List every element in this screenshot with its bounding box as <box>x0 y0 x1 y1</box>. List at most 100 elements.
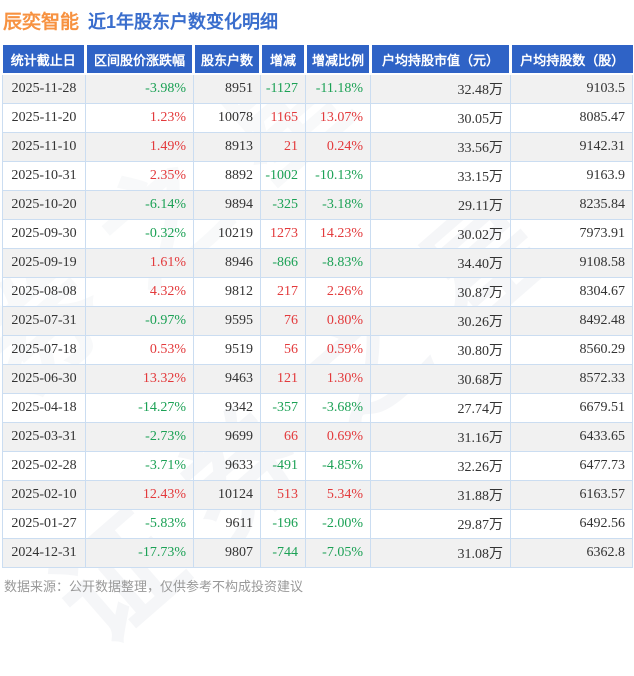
table-cell: 0.59% <box>305 335 371 365</box>
table-cell: -3.68% <box>305 393 371 423</box>
table-cell: 30.05万 <box>370 103 511 133</box>
table-cell: 2.26% <box>305 277 371 307</box>
table-cell: -1002 <box>260 161 306 191</box>
table-header-row: 统计截止日 区间股价涨跌幅 股东户数 增减 增减比例 户均持股市值（元） 户均持… <box>2 45 633 75</box>
table-cell: 30.80万 <box>370 335 511 365</box>
table-cell: 2025-09-19 <box>2 248 86 278</box>
table-row: 2025-08-08 4.32% 9812 217 2.26% 30.87万 8304.67 <box>2 277 633 307</box>
table-cell: 2025-07-18 <box>2 335 86 365</box>
table-cell: 32.48万 <box>370 73 511 104</box>
table-cell: 8892 <box>193 161 261 191</box>
page-title: 辰奕智能 近1年股东户数变化明细 <box>0 0 634 34</box>
table-cell: -744 <box>260 538 306 568</box>
table-cell: 2025-04-18 <box>2 393 86 423</box>
table-cell: -11.18% <box>305 73 371 104</box>
table-cell: 9699 <box>193 422 261 452</box>
table-cell: 8572.33 <box>510 364 633 394</box>
table-cell: 4.32% <box>85 277 194 307</box>
table-cell: -7.05% <box>305 538 371 568</box>
table-cell: 29.87万 <box>370 509 511 539</box>
header-cell-delta: 增减 <box>259 45 306 75</box>
table-cell: 6679.51 <box>510 393 633 423</box>
brand-name: 辰奕智能 <box>3 12 80 33</box>
table-row: 2025-02-10 12.43% 10124 513 5.34% 31.88万 6163.… <box>2 480 633 510</box>
table-cell: 9519 <box>193 335 261 365</box>
table-row: 2025-07-18 0.53% 9519 56 0.59% 30.80万 8560.29 <box>2 335 633 365</box>
table-row: 2025-11-10 1.49% 8913 21 0.24% 33.56万 9142.31 <box>2 132 633 162</box>
table-cell: 2.35% <box>85 161 194 191</box>
table-cell: 10124 <box>193 480 261 510</box>
table-cell: 32.26万 <box>370 451 511 481</box>
table-cell: 9611 <box>193 509 261 539</box>
table-cell: 9342 <box>193 393 261 423</box>
header-cell-avg-shares: 户均持股数（股） <box>509 45 633 75</box>
table-cell: 30.87万 <box>370 277 511 307</box>
table-cell: -866 <box>260 248 306 278</box>
table-cell: -14.27% <box>85 393 194 423</box>
table-cell: 13.07% <box>305 103 371 133</box>
header-cell-delta-pct: 增减比例 <box>304 45 371 75</box>
table-cell: -196 <box>260 509 306 539</box>
table-cell: 2025-11-10 <box>2 132 86 162</box>
table-cell: 66 <box>260 422 306 452</box>
table-cell: 9142.31 <box>510 132 633 162</box>
table-cell: -10.13% <box>305 161 371 191</box>
table-cell: 121 <box>260 364 306 394</box>
table-cell: -3.18% <box>305 190 371 220</box>
table-cell: 2025-11-28 <box>2 73 86 104</box>
table-cell: -0.97% <box>85 306 194 336</box>
table-cell: -4.85% <box>305 451 371 481</box>
title-subtitle: 近1年股东户数变化明细 <box>88 12 279 32</box>
table-cell: 5.34% <box>305 480 371 510</box>
table-cell: 7973.91 <box>510 219 633 249</box>
table-row: 2025-11-20 1.23% 10078 1165 13.07% 30.05万 8085… <box>2 103 633 133</box>
table-cell: 2025-11-20 <box>2 103 86 133</box>
table-cell: 6492.56 <box>510 509 633 539</box>
table-cell: 10078 <box>193 103 261 133</box>
table-cell: -325 <box>260 190 306 220</box>
table-cell: 33.15万 <box>370 161 511 191</box>
table-cell: 12.43% <box>85 480 194 510</box>
table-cell: 8913 <box>193 132 261 162</box>
table-cell: 9894 <box>193 190 261 220</box>
table-cell: 6163.57 <box>510 480 633 510</box>
table-cell: 9163.9 <box>510 161 633 191</box>
table-cell: 9108.58 <box>510 248 633 278</box>
table-cell: 29.11万 <box>370 190 511 220</box>
table-cell: 513 <box>260 480 306 510</box>
table-cell: 6362.8 <box>510 538 633 568</box>
table-row: 2025-06-30 13.32% 9463 121 1.30% 30.68万 8572.3… <box>2 364 633 394</box>
table-row: 2025-10-31 2.35% 8892 -1002 -10.13% 33.15万 916… <box>2 161 633 191</box>
header-cell-price-change: 区间股价涨跌幅 <box>84 45 194 75</box>
table-body: 2025-11-28 -3.98% 8951 -1127 -11.18% 32.48万 91… <box>2 73 633 568</box>
table-cell: 0.69% <box>305 422 371 452</box>
table-row: 2025-03-31 -2.73% 9699 66 0.69% 31.16万 6433.65 <box>2 422 633 452</box>
table-cell: 14.23% <box>305 219 371 249</box>
table-row: 2025-04-18 -14.27% 9342 -357 -3.68% 27.74万 667… <box>2 393 633 423</box>
table-cell: 31.08万 <box>370 538 511 568</box>
table-cell: 34.40万 <box>370 248 511 278</box>
table-cell: 9103.5 <box>510 73 633 104</box>
table-cell: 8560.29 <box>510 335 633 365</box>
table-cell: 56 <box>260 335 306 365</box>
table-row: 2025-11-28 -3.98% 8951 -1127 -11.18% 32.48万 91… <box>2 73 633 104</box>
table-cell: 9463 <box>193 364 261 394</box>
table-cell: 2025-01-27 <box>2 509 86 539</box>
table-cell: 8235.84 <box>510 190 633 220</box>
table-cell: 9633 <box>193 451 261 481</box>
table-cell: 9812 <box>193 277 261 307</box>
table-row: 2025-09-30 -0.32% 10219 1273 14.23% 30.02万 797… <box>2 219 633 249</box>
table-cell: 217 <box>260 277 306 307</box>
source-note: 数据来源：公开数据整理，仅供参考不构成投资建议 <box>4 579 304 594</box>
table-cell: 2025-08-08 <box>2 277 86 307</box>
table-cell: 9807 <box>193 538 261 568</box>
table-cell: 1.49% <box>85 132 194 162</box>
table-cell: -5.83% <box>85 509 194 539</box>
table-cell: 1.30% <box>305 364 371 394</box>
table-cell: 2025-02-28 <box>2 451 86 481</box>
table-cell: -2.00% <box>305 509 371 539</box>
table-cell: 8304.67 <box>510 277 633 307</box>
table-cell: 76 <box>260 306 306 336</box>
table-cell: -1127 <box>260 73 306 104</box>
table-cell: 31.88万 <box>370 480 511 510</box>
